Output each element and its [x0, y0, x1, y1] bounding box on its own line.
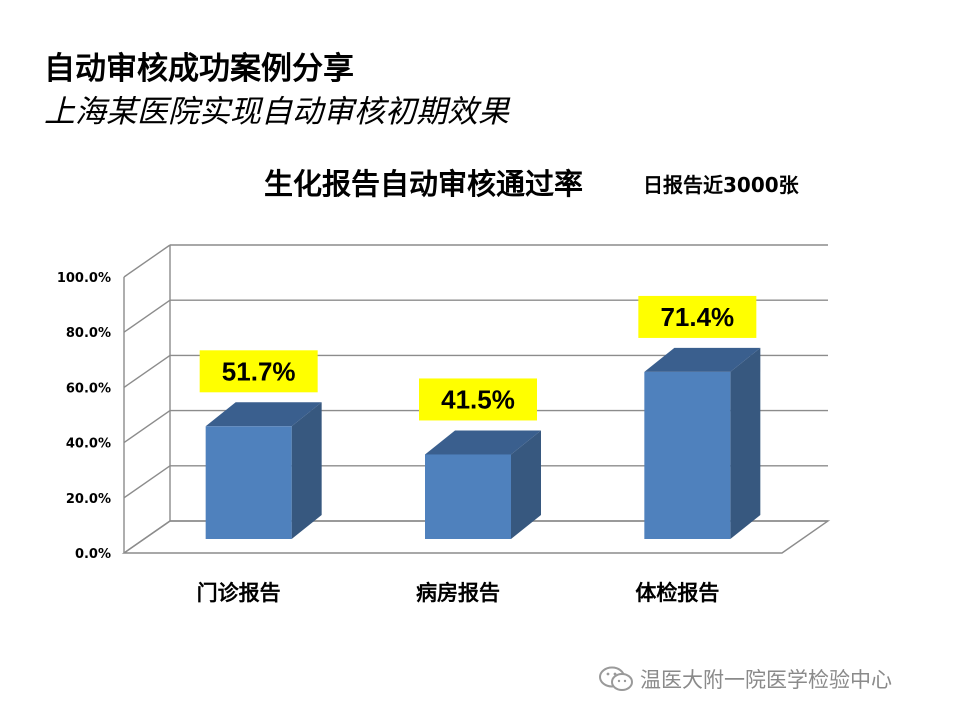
bar: [644, 347, 761, 539]
y-tick-label: 20.0%: [66, 492, 111, 507]
slide-title: 自动审核成功案例分享: [44, 51, 354, 87]
floor: [121, 520, 831, 554]
bar-top: [425, 430, 541, 455]
data-label: 71.4%: [660, 302, 734, 332]
watermark-text: 温医大附一院医学检验中心: [640, 668, 892, 692]
bar-top: [644, 347, 761, 372]
x-category-label: 门诊报告: [197, 581, 281, 605]
bar: [205, 402, 322, 539]
x-category-label: 体检报告: [635, 581, 719, 605]
wechat-icon: [599, 666, 633, 691]
chart-subtitle: 日报告近3000张: [643, 173, 800, 197]
bars: [205, 347, 761, 539]
bar: [425, 430, 541, 539]
bar-side: [730, 347, 761, 539]
x-axis: 门诊报告 病房报告 体检报告: [197, 581, 720, 605]
y-tick-label: 60.0%: [66, 381, 111, 396]
gridline-diagonal: [123, 465, 171, 499]
watermark: 温医大附一院医学检验中心: [598, 664, 892, 694]
gridline-diagonal: [123, 354, 171, 388]
bar-top: [205, 402, 322, 427]
gridline-diagonal: [123, 410, 171, 444]
data-label-bg: [199, 350, 318, 393]
data-label-bg: [419, 378, 537, 421]
y-tick-label: 100.0%: [57, 271, 111, 286]
data-label: 51.7%: [222, 356, 296, 386]
x-category-label: 病房报告: [416, 581, 500, 605]
y-tick-label: 80.0%: [66, 326, 111, 341]
slide-subtitle: 上海某医院实现自动审核初期效果: [44, 94, 509, 130]
y-tick-label: 40.0%: [66, 437, 111, 452]
data-labels: 51.7% 41.5% 71.4%: [199, 295, 757, 421]
chart-title: 生化报告自动审核通过率: [264, 167, 583, 201]
y-tick-label: 0.0%: [75, 547, 111, 562]
bar-front: [205, 426, 292, 539]
bar-front: [425, 454, 511, 539]
y-axis: 0.0% 20.0% 40.0% 60.0% 80.0% 100.0%: [57, 271, 111, 562]
data-label-bg: [638, 295, 757, 338]
bar-front: [644, 371, 731, 539]
data-label: 41.5%: [441, 384, 515, 414]
gridline-diagonal: [123, 244, 171, 278]
bar-side: [511, 430, 541, 539]
gridline-diagonal: [123, 299, 171, 333]
bar-side: [291, 402, 322, 539]
